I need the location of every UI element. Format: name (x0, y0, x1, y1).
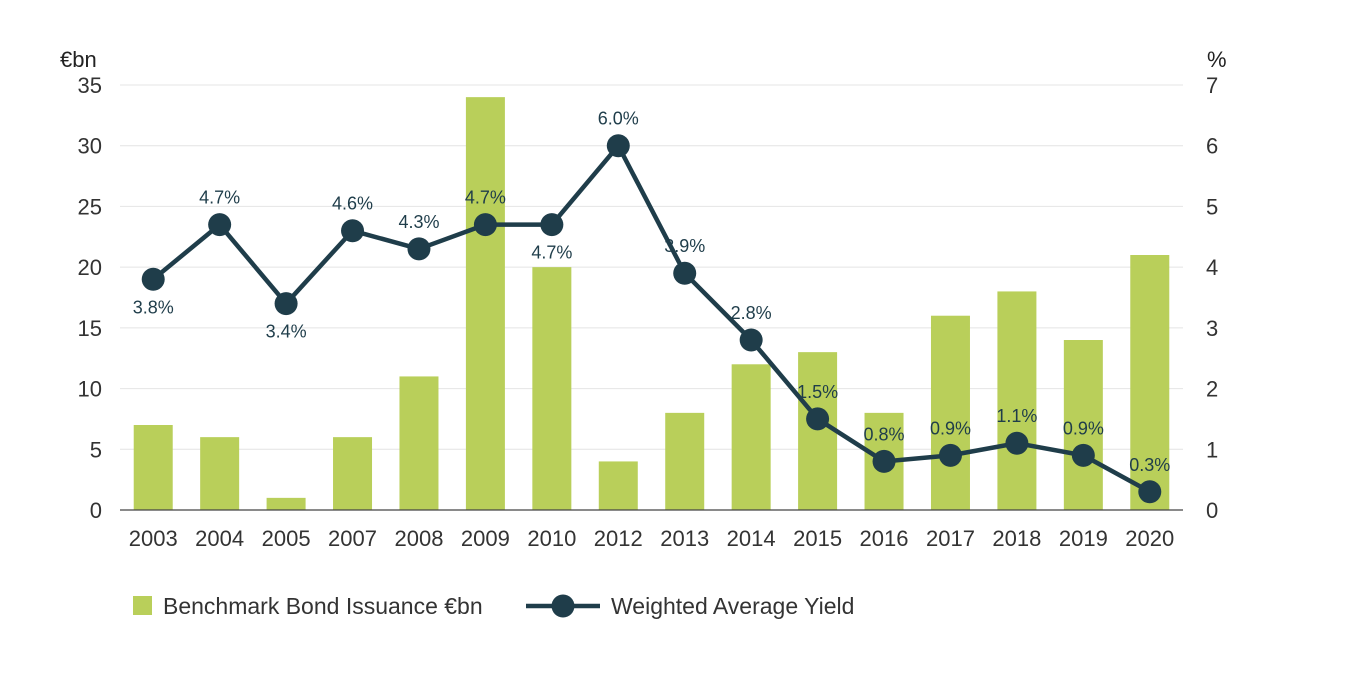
yield-data-label: 0.9% (930, 418, 971, 438)
data-labels: 3.8% 4.7% 3.4% 4.6% 4.3% 4.7% 4.7% 6.0% 3.9% 2.8%… (133, 109, 1171, 475)
bar-2010 (532, 267, 572, 510)
line-series (141, 134, 1162, 504)
bar-2019 (1063, 340, 1103, 510)
x-axis-tick-label: 2004 (195, 526, 244, 551)
bar-2005 (266, 497, 306, 510)
bar-2014 (731, 364, 771, 510)
yield-data-label: 1.5% (797, 382, 838, 402)
yield-data-label: 3.8% (133, 297, 174, 317)
x-axis-tick-label: 2005 (262, 526, 311, 551)
left-axis-tick-label: 15 (78, 316, 102, 341)
x-axis-tick-label: 2017 (926, 526, 975, 551)
yield-data-label: 0.9% (1063, 418, 1104, 438)
left-axis-tick-label: 10 (78, 377, 102, 402)
yield-marker-2008 (407, 237, 431, 261)
right-axis-tick-label: 3 (1206, 316, 1218, 341)
bar-2012 (598, 461, 638, 510)
yield-data-label: 4.7% (531, 243, 572, 263)
left-axis-tick-label: 30 (78, 134, 102, 159)
yield-marker-2015 (806, 407, 830, 431)
bar-series (133, 97, 1170, 511)
left-axis-tick-label: 5 (90, 437, 102, 462)
yield-data-label: 4.7% (465, 188, 506, 208)
right-axis-tick-label: 1 (1206, 437, 1218, 462)
yield-data-label: 4.6% (332, 194, 373, 214)
x-axis-tick-label: 2008 (394, 526, 443, 551)
yield-data-label: 0.8% (864, 424, 905, 444)
yield-marker-2009 (473, 213, 497, 237)
yield-marker-2018 (1005, 431, 1029, 455)
right-axis-tick-label: 6 (1206, 134, 1218, 159)
x-axis-tick-label: 2007 (328, 526, 377, 551)
yield-marker-2017 (938, 443, 962, 467)
x-axis-tick-label: 2003 (129, 526, 178, 551)
right-axis-tick-label: 2 (1206, 377, 1218, 402)
left-axis-unit-label: €bn (60, 47, 97, 72)
yield-data-label: 4.3% (398, 212, 439, 232)
yield-marker-2019 (1071, 443, 1095, 467)
bar-2020 (1130, 255, 1170, 510)
bar-2009 (465, 97, 505, 511)
yield-marker-2020 (1138, 480, 1162, 504)
x-axis-tick-label: 2013 (660, 526, 709, 551)
x-axis-tick-label: 2014 (727, 526, 776, 551)
yield-data-label: 2.8% (731, 303, 772, 323)
bar-2017 (930, 315, 970, 510)
yield-data-label: 0.3% (1129, 455, 1170, 475)
right-axis-unit-label: % (1207, 47, 1227, 72)
axes: 0 5 10 15 20 25 30 35 0 1 2 3 4 5 6 7 €bn % 2003 2004 2005 20… (60, 47, 1227, 551)
left-axis-tick-label: 20 (78, 255, 102, 280)
yield-marker-2014 (739, 328, 763, 352)
bar-2013 (665, 412, 705, 510)
left-axis-tick-label: 0 (90, 498, 102, 523)
bar-2018 (997, 291, 1037, 510)
x-axis-tick-label: 2010 (527, 526, 576, 551)
legend-bar-swatch (133, 596, 152, 615)
bar-2003 (133, 425, 173, 510)
yield-line (151, 143, 1151, 494)
x-axis-tick-label: 2018 (992, 526, 1041, 551)
bar-2008 (399, 376, 439, 510)
yield-data-label: 3.4% (266, 322, 307, 342)
yield-marker-2007 (341, 219, 365, 243)
right-axis-tick-label: 4 (1206, 255, 1218, 280)
yield-data-label: 3.9% (664, 236, 705, 256)
legend-bar-label: Benchmark Bond Issuance €bn (163, 593, 483, 619)
yield-marker-2016 (872, 449, 896, 473)
x-axis-tick-label: 2020 (1125, 526, 1174, 551)
right-axis-tick-label: 7 (1206, 73, 1218, 98)
yield-data-label: 4.7% (199, 188, 240, 208)
legend-line-label: Weighted Average Yield (611, 593, 854, 619)
legend: Benchmark Bond Issuance €bn Weighted Aver… (133, 593, 854, 619)
x-axis-tick-label: 2019 (1059, 526, 1108, 551)
yield-marker-2004 (208, 213, 232, 237)
left-axis-tick-label: 35 (78, 73, 102, 98)
x-axis-tick-label: 2009 (461, 526, 510, 551)
x-axis-tick-label: 2015 (793, 526, 842, 551)
yield-marker-2013 (673, 261, 697, 285)
yield-marker-2003 (141, 267, 165, 291)
x-axis-tick-label: 2012 (594, 526, 643, 551)
yield-marker-2012 (606, 134, 630, 158)
yield-data-label: 1.1% (996, 406, 1037, 426)
bar-2004 (200, 437, 240, 510)
bar-2015 (798, 352, 838, 510)
yield-data-label: 6.0% (598, 109, 639, 129)
bar-2007 (333, 437, 373, 510)
yield-marker-2010 (540, 213, 564, 237)
right-axis-tick-label: 5 (1206, 194, 1218, 219)
left-axis-tick-label: 25 (78, 194, 102, 219)
yield-marker-2005 (274, 292, 298, 316)
right-axis-tick-label: 0 (1206, 498, 1218, 523)
legend-line-marker (551, 594, 575, 618)
x-axis-tick-label: 2016 (860, 526, 909, 551)
